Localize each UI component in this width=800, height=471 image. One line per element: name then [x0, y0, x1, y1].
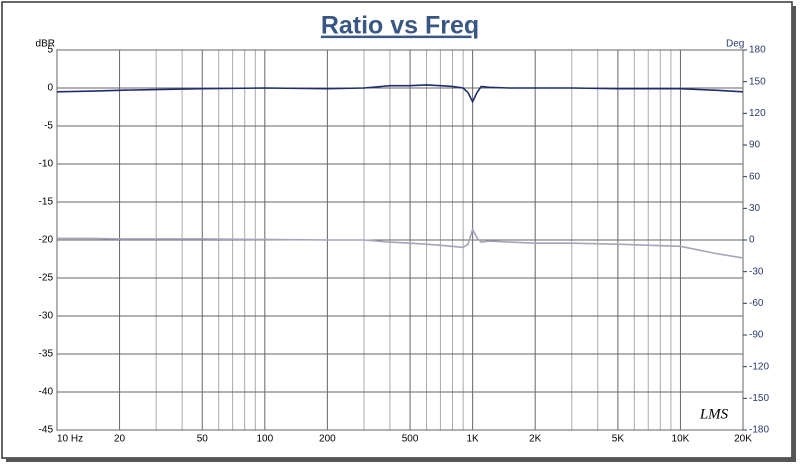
watermark: LMS: [699, 406, 729, 422]
x-tick-label: 2K: [529, 434, 542, 445]
x-tick-label: 20: [114, 434, 126, 445]
y2-tick-label: 30: [749, 203, 761, 214]
chart-title: Ratio vs Freq: [321, 12, 479, 40]
x-tick-label: 500: [402, 434, 419, 445]
y2-tick-label: 60: [749, 171, 761, 182]
series-line: [57, 227, 744, 259]
x-tick-label: 200: [319, 434, 336, 445]
x-tick-label: 10K: [672, 434, 690, 445]
shadow: [792, 6, 796, 461]
x-tick-label: 100: [256, 434, 273, 445]
y2-tick-label: 180: [749, 45, 766, 56]
y-tick-label: -5: [44, 121, 53, 132]
y-tick-label: -25: [39, 273, 54, 284]
y-tick-label: -30: [39, 311, 54, 322]
y2-tick-label: -90: [749, 330, 764, 341]
y2-tick-label: -30: [749, 266, 764, 277]
y2-tick-label: -60: [749, 298, 764, 309]
y2-tick-label: 90: [749, 140, 761, 151]
y-tick-label: -15: [39, 197, 54, 208]
y2-tick-label: 120: [749, 108, 766, 119]
x-tick-label: 10 Hz: [57, 434, 83, 445]
y-tick-label: -10: [39, 159, 54, 170]
x-tick-label: 1K: [467, 434, 480, 445]
x-tick-label: 20K: [734, 434, 752, 445]
y-axis-label: dBR: [36, 39, 55, 50]
x-tick-label: 5K: [612, 434, 625, 445]
y-tick-label: 5: [47, 45, 53, 56]
y-tick-label: 0: [47, 83, 53, 94]
y-tick-label: -20: [39, 235, 54, 246]
y-tick-label: -40: [39, 387, 54, 398]
y2-tick-label: 0: [749, 235, 755, 246]
shadow: [6, 458, 796, 462]
y2-tick-label: -120: [749, 361, 769, 372]
y2-tick-label: -150: [749, 393, 769, 404]
y-tick-label: -45: [39, 425, 54, 436]
series-line: [56, 84, 744, 104]
y2-tick-label: -180: [749, 425, 769, 436]
y-tick-label: -35: [39, 349, 54, 360]
y2-axis-label: Deg: [726, 39, 744, 50]
x-tick-label: 50: [197, 434, 209, 445]
y2-tick-label: 150: [749, 76, 766, 87]
